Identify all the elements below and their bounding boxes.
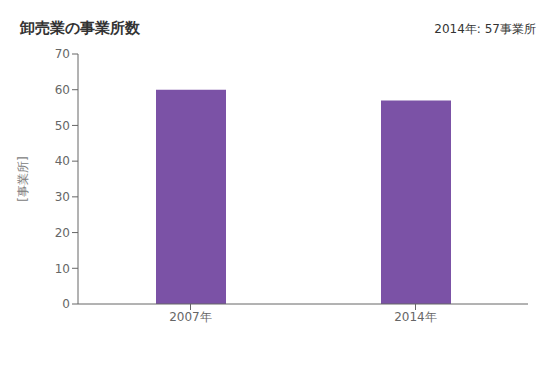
svg-text:40: 40	[55, 154, 70, 168]
svg-text:50: 50	[55, 119, 70, 133]
svg-text:2014年: 2014年	[394, 310, 437, 324]
svg-text:[事業所]: [事業所]	[16, 156, 30, 201]
svg-text:60: 60	[55, 83, 70, 97]
svg-text:70: 70	[55, 47, 70, 61]
svg-text:30: 30	[55, 190, 70, 204]
svg-text:0: 0	[62, 297, 70, 311]
html-text:卸売業の事業所数: 卸売業の事業所数	[20, 19, 140, 37]
html-text:2014年: 57事業所: 2014年: 57事業所	[434, 22, 536, 36]
svg-text:2007年: 2007年	[169, 310, 212, 324]
svg-text:10: 10	[55, 262, 70, 276]
svg-text:20: 20	[55, 226, 70, 240]
